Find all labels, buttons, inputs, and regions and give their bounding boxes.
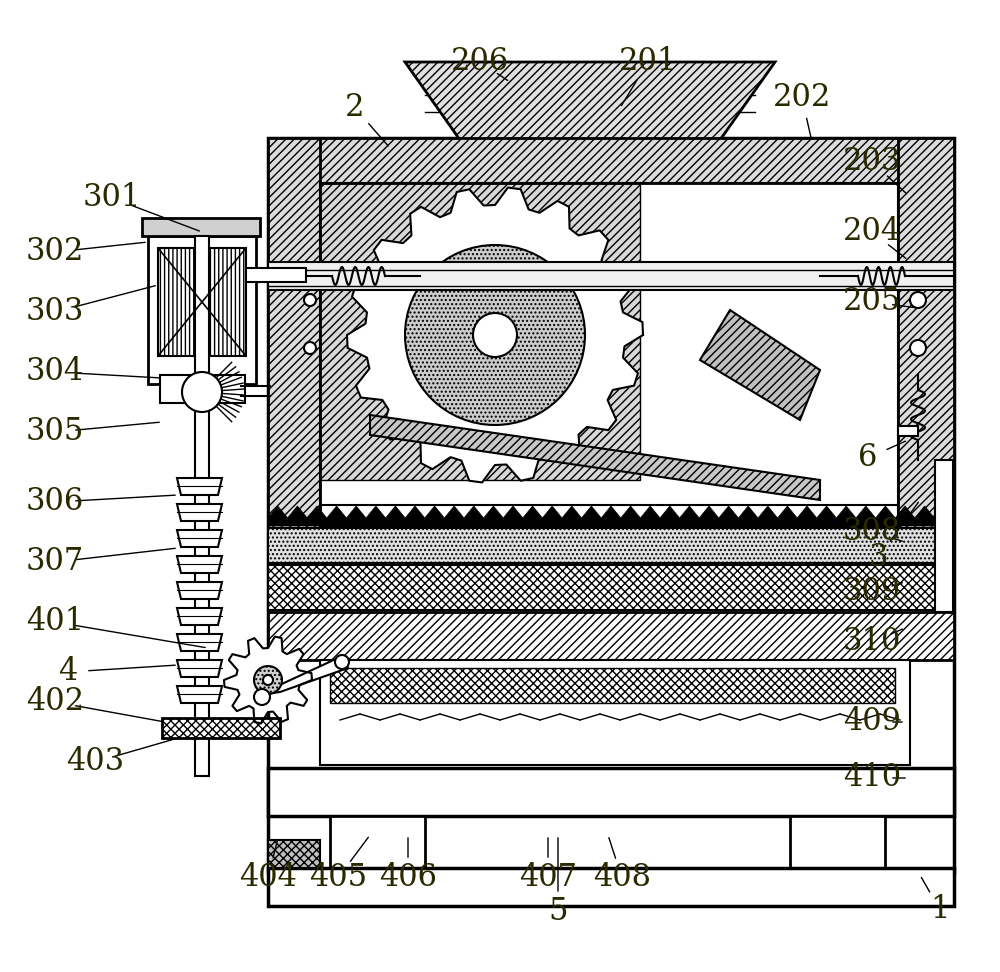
- Polygon shape: [224, 637, 312, 723]
- Text: 203: 203: [843, 147, 901, 178]
- Text: 2: 2: [345, 92, 365, 123]
- Text: 404: 404: [239, 862, 297, 893]
- Text: 307: 307: [26, 546, 84, 577]
- Text: 310: 310: [843, 627, 901, 657]
- Circle shape: [263, 675, 273, 685]
- Text: 204: 204: [843, 217, 901, 248]
- Bar: [268, 262, 954, 290]
- Polygon shape: [177, 686, 222, 703]
- Circle shape: [910, 292, 926, 308]
- Text: 409: 409: [843, 707, 901, 738]
- Bar: [142, 218, 260, 236]
- Polygon shape: [700, 310, 820, 420]
- Bar: [162, 718, 280, 738]
- Polygon shape: [177, 634, 222, 651]
- Text: 206: 206: [451, 47, 509, 78]
- Circle shape: [304, 342, 316, 354]
- Text: 304: 304: [26, 357, 84, 388]
- Circle shape: [910, 340, 926, 356]
- Bar: [330, 816, 425, 871]
- Bar: [246, 268, 306, 282]
- Bar: [268, 768, 954, 816]
- Text: 306: 306: [26, 487, 84, 517]
- Text: 403: 403: [66, 746, 124, 778]
- Bar: [268, 528, 954, 563]
- Circle shape: [473, 313, 517, 357]
- Text: 407: 407: [519, 862, 577, 893]
- Circle shape: [405, 245, 585, 425]
- Circle shape: [304, 294, 316, 306]
- Text: 410: 410: [843, 762, 901, 793]
- Text: 405: 405: [309, 862, 367, 893]
- Bar: [268, 612, 954, 660]
- Bar: [268, 565, 954, 610]
- Polygon shape: [177, 530, 222, 547]
- Text: 303: 303: [26, 296, 84, 328]
- Circle shape: [254, 666, 282, 694]
- Polygon shape: [177, 608, 222, 625]
- Polygon shape: [177, 556, 222, 573]
- Text: 408: 408: [593, 862, 651, 893]
- Polygon shape: [268, 506, 954, 526]
- Text: 402: 402: [26, 686, 84, 717]
- Bar: [195, 236, 209, 776]
- Text: 309: 309: [843, 576, 901, 608]
- Circle shape: [182, 372, 222, 412]
- Bar: [898, 426, 918, 436]
- Text: 305: 305: [26, 416, 84, 447]
- Polygon shape: [258, 658, 348, 695]
- Polygon shape: [320, 183, 640, 480]
- Circle shape: [335, 655, 349, 669]
- Text: 4: 4: [58, 656, 78, 687]
- Text: 301: 301: [83, 183, 141, 214]
- Text: 401: 401: [26, 607, 84, 638]
- Text: 6: 6: [858, 442, 878, 473]
- Bar: [268, 138, 320, 533]
- Text: 308: 308: [843, 516, 901, 547]
- Polygon shape: [177, 504, 222, 521]
- Polygon shape: [177, 478, 222, 495]
- Text: 1: 1: [930, 894, 950, 925]
- Text: 5: 5: [548, 896, 568, 927]
- Text: 201: 201: [619, 47, 677, 78]
- Bar: [268, 138, 954, 183]
- Bar: [148, 236, 256, 384]
- Circle shape: [254, 689, 270, 705]
- Bar: [268, 868, 954, 906]
- Text: 302: 302: [26, 236, 84, 267]
- Bar: [158, 248, 246, 356]
- Text: 205: 205: [843, 287, 901, 318]
- Polygon shape: [177, 582, 222, 599]
- Bar: [160, 375, 245, 403]
- Polygon shape: [347, 188, 643, 482]
- Bar: [268, 138, 954, 872]
- Polygon shape: [405, 62, 775, 140]
- Bar: [320, 660, 910, 765]
- Text: 202: 202: [773, 83, 831, 114]
- Polygon shape: [268, 840, 320, 868]
- Polygon shape: [370, 415, 820, 500]
- Text: 3: 3: [868, 542, 888, 573]
- Bar: [330, 668, 895, 703]
- Bar: [790, 816, 885, 871]
- Bar: [935, 460, 953, 612]
- Bar: [898, 138, 954, 533]
- Text: 406: 406: [379, 862, 437, 893]
- Polygon shape: [177, 660, 222, 677]
